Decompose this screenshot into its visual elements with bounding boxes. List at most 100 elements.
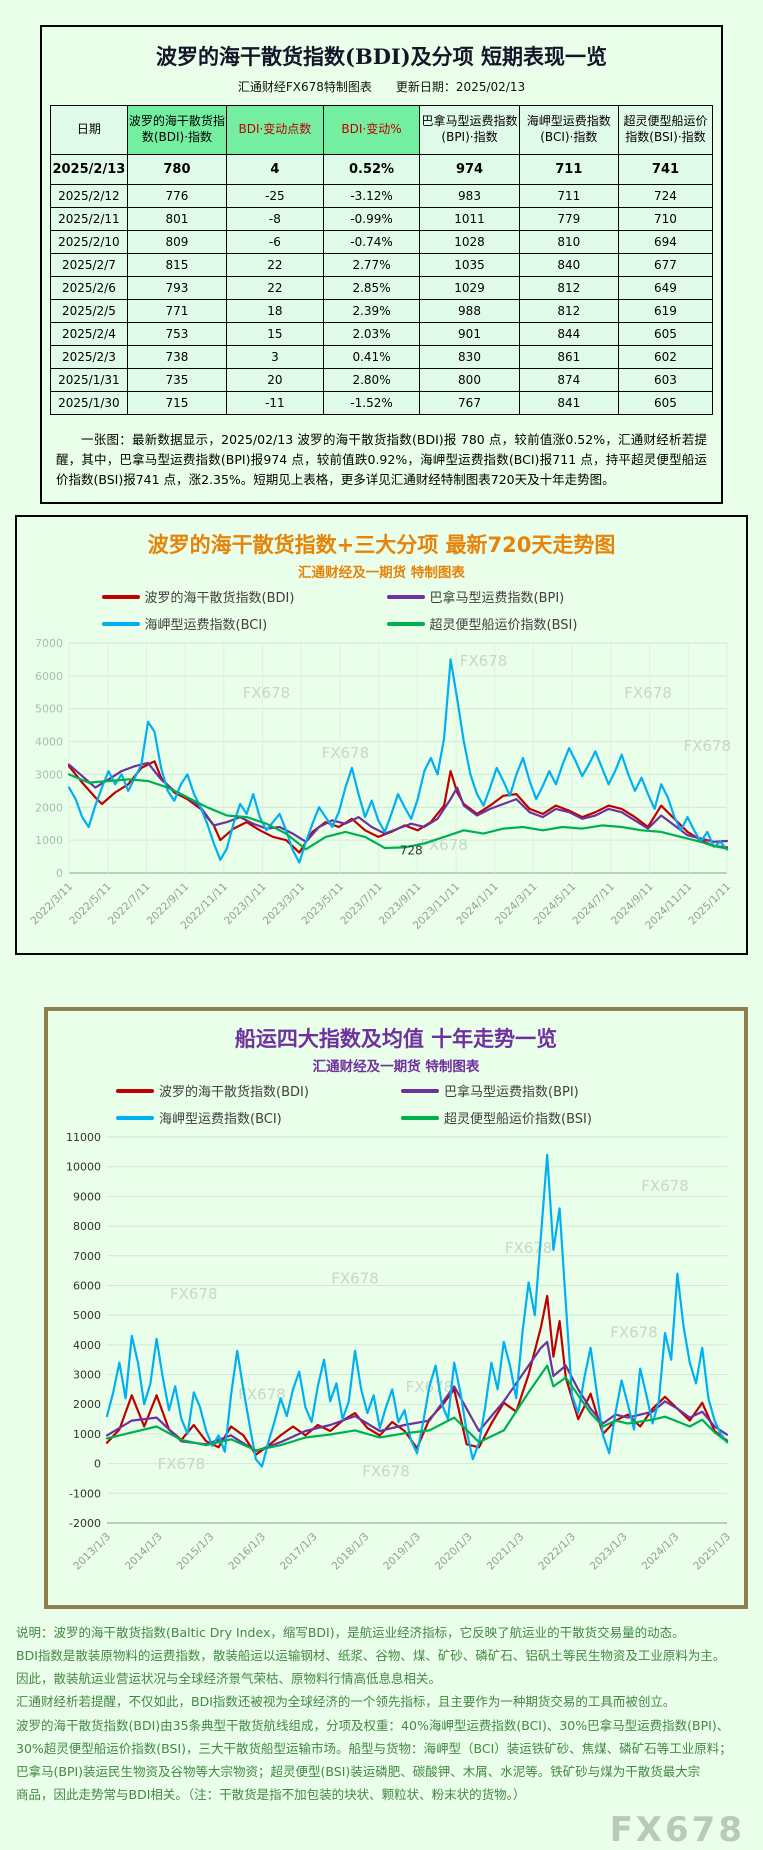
col-header-date: 日期 [50,105,128,155]
col-header-bdi-change-pct: BDI·变动% [322,105,421,155]
table-cell: 605 [617,322,714,346]
table-cell: 1011 [419,207,520,231]
col-header-bdi: 波罗的海干散货指数(BDI)·指数 [126,105,228,155]
table-cell: 602 [617,345,714,369]
x-axis-tick-label: 2016/1/3 [226,1531,268,1573]
legend-label: 波罗的海干散货指数(BDI) [159,1085,309,1100]
table-cell: 20 [226,368,324,392]
table-cell: 2025/2/6 [50,276,128,300]
legend-item: 巴拿马型运费指数(BPI) [401,1081,676,1100]
table-cell: 815 [126,253,228,277]
svg-text:0: 0 [56,867,63,880]
table-title: 波罗的海干散货指数(BDI)及分项 短期表现一览 [156,44,607,69]
table-cell: 3 [226,345,324,369]
table-row: 2025/2/7 815 22 2.77% 1035 840 677 [50,253,714,277]
table-cell: 735 [126,368,228,392]
legend-swatch [401,1115,439,1120]
col-header-bpi: 巴拿马型运费指数(BPI)·指数 [419,105,520,155]
svg-text:1000: 1000 [73,1428,101,1441]
table-cell: 715 [126,391,228,415]
legend-item: 巴拿马型运费指数(BPI) [386,587,662,606]
table-cell: 0.52% [322,154,421,185]
bdi-table-section: 波罗的海干散货指数(BDI)及分项 短期表现一览 汇通财经FX678特制图表 更… [40,25,723,504]
x-axis-tick-label: 2024/1/3 [640,1531,682,1573]
fx678-watermark: FX678 [609,1810,745,1850]
chart-watermark: FX678 [683,737,731,755]
col-header-bci: 海岬型运费指数(BCI)·指数 [518,105,619,155]
chart-watermark: FX678 [331,1270,379,1288]
svg-text:3000: 3000 [35,768,63,781]
legend-label: 海岬型运费指数(BCI) [144,618,268,633]
table-cell: 1029 [419,276,520,300]
chart-720d-subtitle: 汇通财经及一期货 特制图表 [298,565,465,581]
table-cell: 776 [126,184,228,208]
table-header-row: 日期 波罗的海干散货指数(BDI)·指数 BDI·变动点数 BDI·变动% 巴拿… [50,105,714,155]
table-cell: 603 [617,368,714,392]
data-label: 728 [400,844,423,858]
table-cell: 809 [126,230,228,254]
table-cell: 711 [518,184,619,208]
footer-line: 波罗的海干散货指数(BDI)由35条典型干散货航线组成，分项及权重：40%海岬型… [16,1717,730,1733]
table-cell: 874 [518,368,619,392]
x-axis-tick-label: 2013/1/3 [71,1531,113,1573]
table-cell: 2025/1/30 [50,391,128,415]
legend-swatch [101,594,140,599]
chart-watermark: FX678 [610,1324,658,1342]
legend-item: 海岬型运费指数(BCI) [116,1108,391,1127]
legend-label: 超灵便型船运价指数(BSI) [444,1112,592,1127]
bdi-short-term-table: 日期 波罗的海干散货指数(BDI)·指数 BDI·变动点数 BDI·变动% 巴拿… [50,105,714,415]
table-row: 2025/2/6 793 22 2.85% 1029 812 649 [50,276,714,300]
table-cell: 840 [518,253,619,277]
x-axis-tick-label: 2015/1/3 [175,1531,217,1573]
table-cell: -3.12% [322,184,421,208]
table-cell: 724 [617,184,714,208]
svg-text:4000: 4000 [35,736,63,749]
svg-text:6000: 6000 [35,670,63,683]
chart-10y-section: 船运四大指数及均值 十年走势一览 汇通财经及一期货 特制图表 波罗的海干散货指数… [44,1007,748,1609]
x-axis-tick-label: 2021/1/3 [485,1531,527,1573]
footer-line: 因此，散装航运业营运状况与全球经济景气荣枯、原物料行情高低息息相关。 [16,1671,442,1687]
table-cell: 22 [226,276,324,300]
table-cell: 741 [617,154,714,185]
table-cell: 2025/2/5 [50,299,128,323]
chart-watermark: FX678 [505,1239,553,1257]
table-cell: 830 [419,345,520,369]
table-cell: 649 [617,276,714,300]
chart-10y-title: 船运四大指数及均值 十年走势一览 [234,1027,558,1051]
table-cell: 844 [518,322,619,346]
chart-watermark: FX678 [170,1285,218,1303]
table-cell: 2025/2/7 [50,253,128,277]
chart-720d-plot: 010002000300040005000600070002022/3/1120… [29,637,734,932]
footer-line: BDI指数是散装原物料的运费指数，散装船运以运输钢材、纸浆、谷物、煤、矿砂、磷矿… [16,1648,726,1664]
x-axis-tick-label: 2025/1/11 [687,881,734,928]
footer-line: 商品，因此走势常与BDI相关。（注：干散货是指不加包装的块状、颗粒状、粉末状的货… [16,1786,526,1802]
series-line [105,1153,729,1468]
chart-720d-title: 波罗的海干散货指数+三大分项 最新720天走势图 [147,533,616,557]
chart-10y-plot: -2000 -1000 0 1000 2000 3000 4000 5000 6000 7000 8… [66,1131,733,1573]
svg-text:3000: 3000 [73,1369,101,1382]
table-cell: 812 [518,299,619,323]
svg-text:2000: 2000 [73,1398,101,1411]
table-cell: 22 [226,253,324,277]
x-axis-tick-label: 2020/1/3 [433,1531,475,1573]
col-header-bsi: 超灵便型船运价指数(BSI)·指数 [617,105,714,155]
col-header-bdi-change-points: BDI·变动点数 [226,105,324,155]
table-cell: 2025/2/13 [50,154,128,185]
table-cell: 2.85% [322,276,421,300]
table-cell: 711 [518,154,619,185]
table-cell: -25 [226,184,324,208]
footer-line: 说明：波罗的海干散货指数(Baltic Dry Index，缩写BDI)，是航运… [16,1625,685,1640]
legend-item: 波罗的海干散货指数(BDI) [101,587,377,606]
svg-text:-2000: -2000 [69,1517,101,1530]
svg-text:1000: 1000 [35,834,63,847]
table-note: 一张图：最新数据显示，2025/02/13 波罗的海干散货指数(BDI)报 78… [56,432,707,487]
table-row: 2025/2/12 776 -25 -3.12% 983 711 724 [50,184,714,208]
table-row: 2025/2/5 771 18 2.39% 988 812 619 [50,299,714,323]
legend-label: 巴拿马型运费指数(BPI) [429,591,565,606]
table-cell: 2025/2/10 [50,230,128,254]
table-cell: 841 [518,391,619,415]
x-axis-tick-label: 2023/1/3 [588,1531,630,1573]
svg-text:0: 0 [94,1458,101,1471]
chart-720d-legend: 波罗的海干散货指数(BDI) 巴拿马型运费指数(BPI) 海岬型运费指数(BCI) 超… [101,587,662,633]
svg-text:7000: 7000 [73,1250,101,1263]
